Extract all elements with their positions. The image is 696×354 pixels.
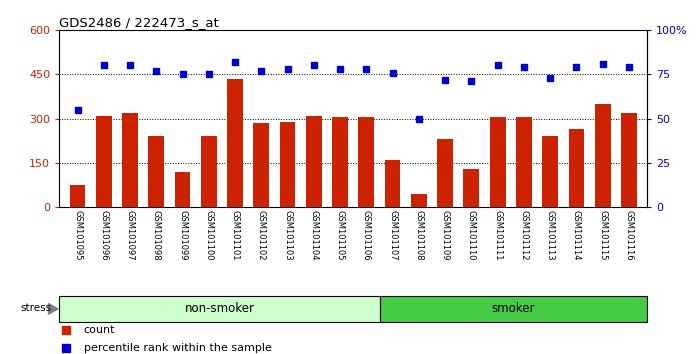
- Bar: [175, 172, 191, 207]
- Bar: [385, 160, 400, 207]
- Bar: [437, 139, 453, 207]
- Text: GDS2486 / 222473_s_at: GDS2486 / 222473_s_at: [59, 16, 219, 29]
- Text: count: count: [84, 325, 116, 335]
- Bar: [621, 113, 637, 207]
- Text: stress: stress: [21, 303, 52, 313]
- Bar: [542, 136, 558, 207]
- Bar: [358, 117, 374, 207]
- Bar: [59, 296, 380, 322]
- Bar: [380, 296, 647, 322]
- Bar: [595, 104, 610, 207]
- Text: percentile rank within the sample: percentile rank within the sample: [84, 343, 271, 353]
- Bar: [122, 113, 138, 207]
- Bar: [148, 136, 164, 207]
- Bar: [306, 116, 322, 207]
- Bar: [253, 123, 269, 207]
- Bar: [490, 117, 505, 207]
- Text: non-smoker: non-smoker: [184, 302, 255, 315]
- Bar: [201, 136, 216, 207]
- Polygon shape: [49, 304, 58, 314]
- Bar: [411, 194, 427, 207]
- Bar: [332, 117, 348, 207]
- Bar: [227, 79, 243, 207]
- Bar: [569, 129, 584, 207]
- Bar: [516, 117, 532, 207]
- Bar: [96, 116, 111, 207]
- Bar: [464, 169, 480, 207]
- Bar: [70, 185, 86, 207]
- Bar: [280, 121, 296, 207]
- Text: smoker: smoker: [492, 302, 535, 315]
